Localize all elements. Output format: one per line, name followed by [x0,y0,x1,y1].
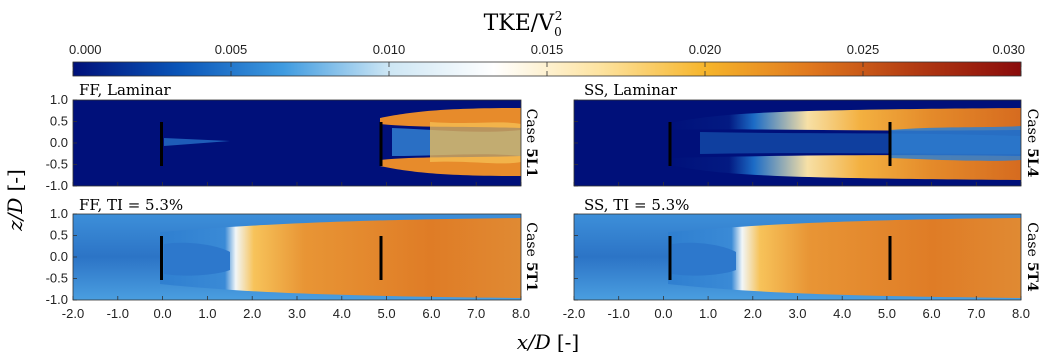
y-tick-label: 0.0 [50,249,68,264]
y-tick-label: 0.5 [50,114,68,129]
panel-5L4: SS, Laminar Case5L4 [573,81,1040,187]
x-axis-ticks: -2.0 -1.0 0.0 1.0 2.0 3.0 4.0 5.0 6.0 7.0 8.0 -2.0 -… [62,182,1030,321]
y-tick-label: 0.0 [50,135,68,150]
x-tick-label: 2.0 [243,306,261,321]
wake-field [668,218,1021,298]
wake-upper-shear-layer [665,108,1021,131]
y-tick-label: 0.5 [50,228,68,243]
x-tick-label: 4.0 [333,306,351,321]
x-axis-label: x/D [-] [517,330,579,354]
colorbar: 0.000 0.005 0.010 0.015 0.020 0.025 0.030 [69,42,1025,77]
panel-5T4: SS, TI = 5.3% Case5T4 [573,196,1040,301]
case-label: Case5L1 [523,109,539,178]
near-wake-streak [164,138,230,146]
colorbar-tick-label: 0.005 [215,42,248,57]
case-label: Case5T4 [1024,222,1040,292]
wake-lower-shear-layer [665,155,1021,180]
near-wake-core [164,242,230,276]
y-tick-label: -1.0 [46,292,68,307]
panel-title: SS, TI = 5.3% [584,196,689,214]
colorbar-tick-label: 0.000 [69,42,102,57]
y-tick-label: -0.5 [46,271,68,286]
x-tick-label: 8.0 [1012,306,1030,321]
case-label: Case5T1 [523,222,539,291]
x-tick-label: 6.0 [422,306,440,321]
downstream-mixing [890,126,1021,161]
x-tick-label: 1.0 [198,306,216,321]
colorbar-tick-label: 0.020 [689,42,722,57]
case-label: Case5L4 [1024,109,1040,178]
wake-field [160,218,521,298]
x-tick-label: -2.0 [62,306,84,321]
x-tick-label: 0.0 [654,306,672,321]
y-axis-ticks: 1.0 0.5 0.0 -0.5 -1.0 1.0 0.5 0.0 -0.5 -1.0 [46,92,578,307]
x-tick-label: 0.0 [154,306,172,321]
x-tick-label: -1.0 [607,306,629,321]
x-tick-label: 7.0 [467,306,485,321]
colorbar-tick-label: 0.010 [373,42,406,57]
x-tick-label: 7.0 [967,306,985,321]
panel-5L1: FF, Laminar Case5L1 [72,81,539,187]
panel-title: SS, Laminar [584,81,678,99]
panel-5T1: FF, TI = 5.3% Case5T1 [72,196,539,301]
y-tick-label: -1.0 [46,178,68,193]
panel-title: FF, TI = 5.3% [79,196,183,214]
x-tick-label: 3.0 [288,306,306,321]
y-tick-label: 1.0 [50,206,68,221]
x-tick-label: 3.0 [788,306,806,321]
x-tick-label: 6.0 [923,306,941,321]
colorbar-title: TKE/V02 [484,9,563,39]
colorbar-tick-label: 0.030 [992,42,1025,57]
x-tick-label: 4.0 [833,306,851,321]
y-axis-label: z/D[-] [3,169,27,232]
y-tick-label: 1.0 [50,92,68,107]
y-tick-label: -0.5 [46,157,68,172]
x-tick-label: 8.0 [512,306,530,321]
x-tick-label: 5.0 [878,306,896,321]
colorbar-tick-label: 0.025 [847,42,880,57]
x-tick-label: -1.0 [107,306,129,321]
colorbar-ticks: 0.000 0.005 0.010 0.015 0.020 0.025 0.030 [69,42,1025,76]
x-tick-label: 2.0 [744,306,762,321]
x-tick-label: 5.0 [378,306,396,321]
wake-mixing [430,122,521,164]
x-tick-label: 1.0 [699,306,717,321]
panel-title: FF, Laminar [79,81,172,99]
colorbar-tick-label: 0.015 [531,42,564,57]
near-wake-core [672,242,736,276]
x-tick-label: -2.0 [563,306,585,321]
